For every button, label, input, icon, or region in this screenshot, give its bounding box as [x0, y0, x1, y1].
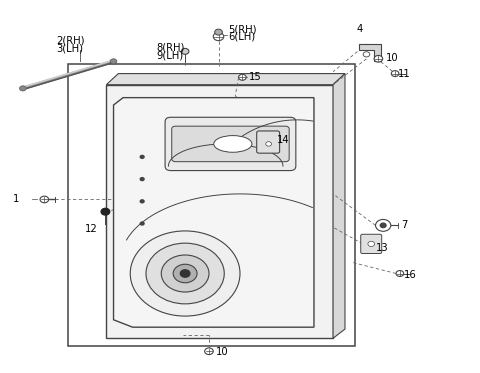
Circle shape — [161, 255, 209, 292]
Circle shape — [239, 74, 246, 80]
Text: 5(RH): 5(RH) — [228, 24, 257, 34]
FancyBboxPatch shape — [172, 126, 289, 162]
Circle shape — [40, 196, 48, 203]
Circle shape — [140, 178, 144, 181]
Circle shape — [204, 348, 213, 355]
Circle shape — [215, 29, 222, 35]
Polygon shape — [360, 44, 381, 61]
Text: 10: 10 — [385, 53, 398, 63]
Polygon shape — [333, 73, 345, 338]
Circle shape — [146, 243, 224, 304]
Text: 11: 11 — [397, 69, 410, 79]
Circle shape — [130, 231, 240, 316]
Circle shape — [374, 56, 383, 62]
Polygon shape — [107, 73, 345, 85]
Circle shape — [110, 59, 117, 64]
Circle shape — [181, 48, 189, 54]
Text: 7: 7 — [401, 220, 408, 230]
Text: 8(RH): 8(RH) — [156, 43, 185, 53]
Circle shape — [380, 223, 386, 228]
Text: 3(LH): 3(LH) — [56, 43, 83, 53]
Text: 12: 12 — [85, 224, 97, 234]
FancyBboxPatch shape — [165, 117, 296, 170]
Circle shape — [101, 209, 110, 215]
Circle shape — [363, 52, 370, 57]
FancyBboxPatch shape — [361, 234, 382, 254]
Text: 13: 13 — [376, 242, 389, 253]
Circle shape — [140, 156, 144, 159]
Text: 10: 10 — [216, 347, 229, 357]
Text: 9(LH): 9(LH) — [156, 50, 184, 60]
Text: 4: 4 — [357, 24, 363, 34]
Text: 14: 14 — [277, 135, 290, 145]
Polygon shape — [107, 85, 333, 338]
Circle shape — [375, 219, 391, 231]
Polygon shape — [114, 98, 314, 327]
Bar — [68, 64, 355, 346]
Circle shape — [173, 264, 197, 283]
Circle shape — [213, 32, 224, 41]
Text: 6(LH): 6(LH) — [228, 32, 255, 41]
Circle shape — [396, 270, 404, 276]
Circle shape — [140, 222, 144, 225]
Text: 2(RH): 2(RH) — [56, 35, 85, 45]
FancyBboxPatch shape — [257, 131, 280, 153]
Circle shape — [140, 200, 144, 203]
Circle shape — [20, 86, 26, 91]
Circle shape — [368, 241, 374, 247]
Circle shape — [180, 270, 190, 277]
Circle shape — [266, 142, 272, 146]
Text: 16: 16 — [404, 270, 417, 280]
Circle shape — [391, 70, 399, 76]
Text: 15: 15 — [249, 72, 261, 82]
Text: 1: 1 — [13, 194, 20, 204]
Ellipse shape — [214, 136, 252, 152]
